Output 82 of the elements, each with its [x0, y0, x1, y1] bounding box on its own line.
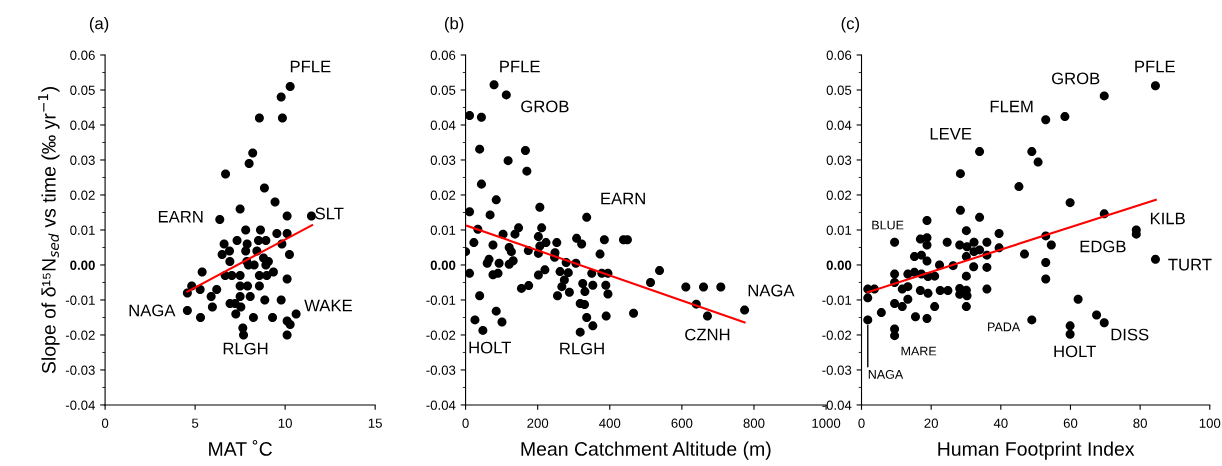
- y-tick-label: -0.04: [426, 400, 456, 410]
- y-tick-label: -0.03: [822, 365, 852, 375]
- x-tick-label: 100: [1199, 418, 1221, 428]
- x-tick-label: 0: [462, 418, 469, 428]
- y-tick-label: 0.01: [430, 225, 456, 235]
- chart-title: (b): [444, 17, 464, 33]
- annotation: HOLT: [469, 341, 511, 354]
- annotation: NAGA: [748, 284, 795, 297]
- annotation: EARN: [601, 192, 645, 205]
- chart-title: (c): [841, 17, 860, 33]
- y-tick-label: 0.04: [70, 120, 95, 130]
- annotation: EARN: [158, 210, 203, 223]
- y-tick-label: -0.03: [426, 365, 456, 375]
- annotation: MARE: [901, 346, 937, 356]
- y-tick-label: -0.01: [822, 295, 852, 305]
- y-tick-label: 0.02: [826, 190, 852, 200]
- y-tick-label: -0.03: [65, 365, 95, 375]
- annotation: CZNH: [685, 328, 730, 341]
- x-axis-title: Human Footprint Index: [938, 441, 1135, 460]
- y-tick-label: 0.06: [430, 50, 456, 60]
- y-tick-label: 0.06: [70, 50, 95, 60]
- x-axis-title: MAT ˚C: [209, 439, 272, 456]
- annotation: GROB: [1051, 72, 1100, 85]
- annotation: KILB: [1150, 212, 1185, 225]
- y-tick-label: 0.03: [826, 155, 852, 165]
- x-tick-label: 0: [858, 418, 865, 428]
- y-tick-label: 0.05: [70, 85, 95, 95]
- y-tick-label: 0.03: [70, 155, 95, 165]
- x-tick-label: 5: [191, 418, 199, 428]
- x-axis-title: Mean Catchment Altitude (m): [521, 441, 771, 460]
- x-tick-label: 20: [924, 418, 938, 428]
- y-tick-label: -0.04: [822, 400, 852, 410]
- y-tick-label: 0.05: [430, 85, 456, 95]
- annotation: SLT: [315, 207, 344, 220]
- y-tick-label: 0.00: [826, 260, 852, 270]
- annotation: NAGA: [129, 304, 176, 317]
- y-tick-label: 0.04: [430, 120, 456, 130]
- x-tick-label: 200: [527, 418, 549, 428]
- x-tick-label: 0: [101, 418, 109, 428]
- annotation: RLGH: [560, 342, 604, 355]
- y-tick-label: -0.02: [65, 330, 95, 340]
- y-axis-title: Slope of δ¹⁵N$_{sed}$ vs time (‰ yr$^{−1}$): [38, 87, 60, 374]
- annotation: LEVE: [930, 127, 972, 140]
- annotation: RLGH: [223, 342, 268, 355]
- y-tick-label: 0.03: [430, 155, 456, 165]
- y-tick-label: -0.01: [65, 295, 95, 305]
- y-tick-label: 0.02: [430, 190, 456, 200]
- x-tick-label: 600: [671, 418, 693, 428]
- y-tick-label: 0.06: [826, 50, 852, 60]
- y-tick-label: 0.01: [70, 225, 95, 235]
- annotation: PADA: [988, 322, 1021, 332]
- annotation: DISS: [1111, 328, 1149, 341]
- x-tick-label: 15: [368, 418, 382, 428]
- y-tick-label: 0.00: [70, 260, 95, 270]
- y-tick-label: 0.05: [826, 85, 852, 95]
- x-tick-label: 80: [1133, 418, 1147, 428]
- x-tick-label: 800: [743, 418, 765, 428]
- x-tick-label: 1000: [812, 418, 841, 428]
- x-tick-label: 10: [278, 418, 292, 428]
- chart-title: (a): [89, 17, 109, 33]
- x-tick-label: 40: [993, 418, 1008, 428]
- annotation: GROB: [521, 100, 569, 113]
- y-tick-label: -0.02: [822, 330, 852, 340]
- x-tick-label: 400: [599, 418, 621, 428]
- annotation: NAGA: [868, 369, 904, 379]
- annotation: EDGB: [1080, 240, 1126, 253]
- annotation: WAKE: [304, 299, 352, 312]
- y-tick-label: 0.01: [826, 225, 852, 235]
- annotation: HOLT: [1054, 345, 1096, 358]
- annotation: FLEM: [990, 100, 1033, 113]
- annotation: PFLE: [290, 60, 331, 73]
- y-tick-label: -0.01: [426, 295, 456, 305]
- y-tick-label: -0.04: [65, 400, 95, 410]
- annotation: PFLE: [500, 60, 540, 73]
- y-tick-label: 0.02: [70, 190, 95, 200]
- y-tick-label: 0.04: [826, 120, 852, 130]
- y-tick-label: 0.00: [430, 260, 456, 270]
- x-tick-label: 60: [1063, 418, 1078, 428]
- y-tick-label: -0.02: [426, 330, 456, 340]
- annotation: TURT: [1168, 258, 1212, 271]
- annotation: PFLE: [1135, 60, 1175, 73]
- annotation: BLUE: [872, 220, 904, 230]
